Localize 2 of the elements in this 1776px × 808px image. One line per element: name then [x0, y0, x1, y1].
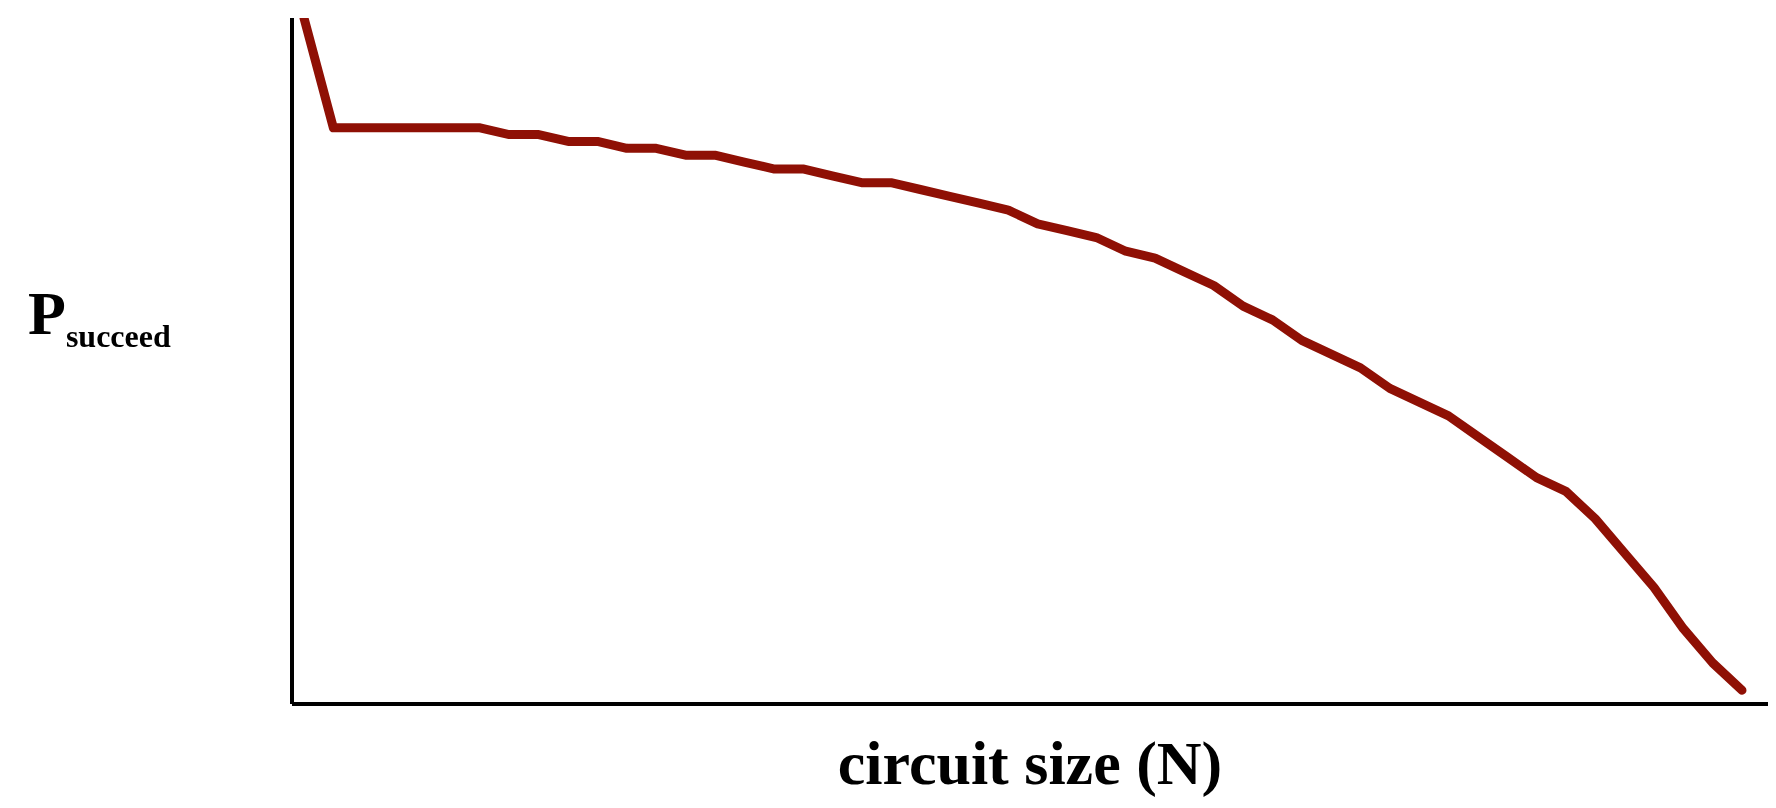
y-axis-title: P$_{succeed}$: [28, 278, 171, 356]
x-axis-title: circuit size (N): [836, 728, 1224, 799]
